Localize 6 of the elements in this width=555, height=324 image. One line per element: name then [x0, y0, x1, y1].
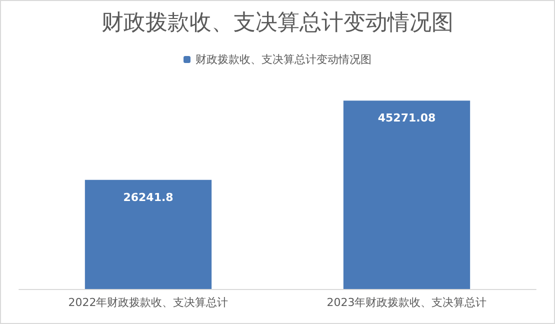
legend-label: 财政拨款收、支决算总计变动情况图 [196, 53, 372, 66]
data-label: 26241.8 [123, 190, 174, 204]
x-tick-label: 2022年财政拨款收、支决算总计 [68, 296, 228, 309]
x-tick-label: 2023年财政拨款收、支决算总计 [326, 296, 487, 309]
chart-title: 财政拨款收、支决算总计变动情况图 [102, 10, 454, 36]
data-label: 45271.08 [378, 112, 436, 125]
